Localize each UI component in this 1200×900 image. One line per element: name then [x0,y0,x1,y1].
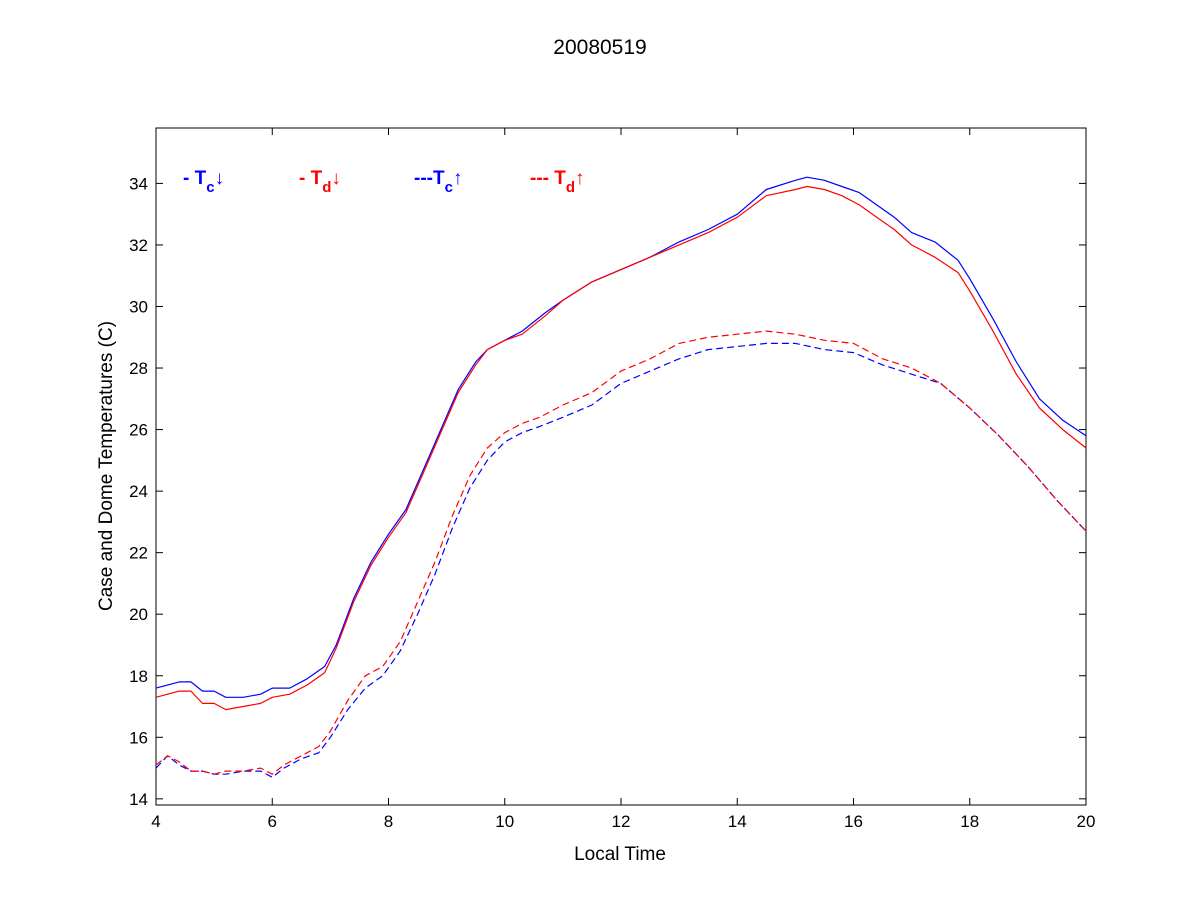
legend-entry-1: - Tc↓ [183,168,224,196]
x-tick-label: 10 [495,812,514,831]
series-line-2 [155,185,1087,711]
y-tick-label: 14 [129,790,148,809]
y-tick-label: 26 [129,421,148,440]
series-line-3 [155,342,1087,778]
y-tick-label: 16 [129,728,148,747]
legend-entry-3: ---Tc↑ [414,168,462,196]
legend-entry-4: --- Td↑ [530,168,585,196]
x-tick-label: 16 [844,812,863,831]
plot-area: 4 6 8 10 12 14 16 18 20 14 16 18 20 22 24 26 28 30 32 34 -… [129,127,1095,831]
y-tick-label: 34 [129,174,148,193]
x-tick-label: 6 [268,812,277,831]
x-tick-label: 14 [728,812,747,831]
series-line-4 [155,330,1087,775]
x-tick-label: 8 [384,812,393,831]
series-line-1 [155,176,1087,698]
x-axis: 4 6 8 10 12 14 16 18 20 [151,128,1095,831]
y-axis-title: Case and Dome Temperatures (C) [96,321,117,611]
x-tick-label: 4 [151,812,160,831]
y-axis: 14 16 18 20 22 24 26 28 30 32 34 [129,174,1086,809]
x-tick-label: 18 [960,812,979,831]
y-tick-label: 18 [129,667,148,686]
x-axis-title: Local Time [574,844,666,865]
legend: - Tc↓ - Td↓ ---Tc↑ --- Td↑ [183,168,585,196]
y-tick-label: 20 [129,605,148,624]
y-tick-label: 30 [129,297,148,316]
series-layer [155,176,1087,778]
x-tick-label: 20 [1077,812,1096,831]
x-tick-label: 12 [612,812,631,831]
y-tick-label: 32 [129,236,148,255]
y-tick-label: 24 [129,482,148,501]
y-tick-label: 28 [129,359,148,378]
chart-title: 20080519 [553,36,646,59]
y-tick-label: 22 [129,544,148,563]
legend-entry-2: - Td↓ [299,168,341,196]
